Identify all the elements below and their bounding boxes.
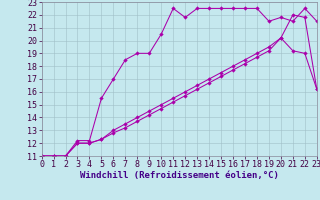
- X-axis label: Windchill (Refroidissement éolien,°C): Windchill (Refroidissement éolien,°C): [80, 171, 279, 180]
